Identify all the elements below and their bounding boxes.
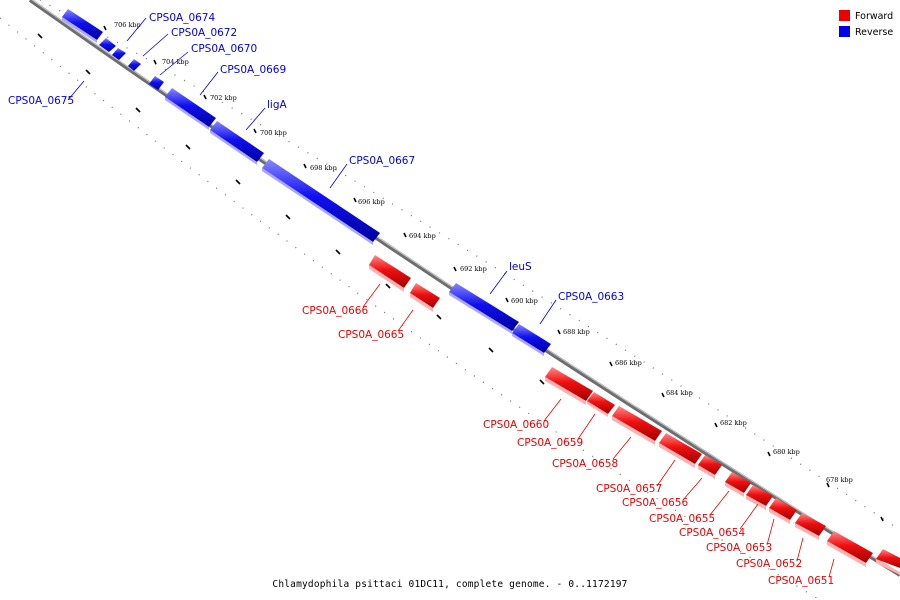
tick-labels: 706 kbp 704 kbp 702 kbp 700 kbp 698 kbp … [114, 21, 853, 484]
gene-label[interactable]: CPS0A_0674 [149, 12, 215, 24]
tick-label: 682 kbp [720, 419, 747, 427]
reverse-leader-lines [67, 17, 557, 325]
gene-block-leus[interactable] [449, 283, 519, 334]
gene-block-cps0a-0670[interactable] [128, 59, 141, 71]
gene-block-cps0a-0659[interactable] [587, 392, 615, 417]
gene-block-cps0a-0654[interactable] [746, 485, 773, 510]
forward-leader-lines [362, 283, 835, 578]
tick-label: 690 kbp [511, 297, 538, 305]
gene-block-cps0a-0660[interactable] [545, 367, 593, 405]
gene-block-cps0a-0653[interactable] [769, 498, 797, 524]
gene-label[interactable]: CPS0A_0670 [191, 43, 257, 55]
tick-label: 696 kbp [358, 198, 385, 206]
gene-block-cps0a-0655[interactable] [725, 472, 751, 497]
gene-block-liga[interactable] [210, 121, 264, 165]
gene-block-cps0a-0674[interactable] [99, 38, 116, 52]
tick-label: 706 kbp [114, 21, 141, 29]
gene-label[interactable]: CPS0A_0654 [679, 527, 745, 539]
reverse-gene-labels: CPS0A_0674 CPS0A_0672 CPS0A_0670 CPS0A_0… [8, 12, 624, 303]
gene-label[interactable]: leuS [509, 261, 532, 273]
gene-label[interactable]: CPS0A_0651 [768, 575, 834, 587]
gene-label[interactable]: CPS0A_0672 [171, 27, 237, 39]
gene-block-cps0a-0666[interactable] [369, 255, 411, 292]
legend: Forward Reverse [839, 10, 893, 38]
gene-block-cps0a-0657[interactable] [659, 433, 702, 468]
tick-label: 700 kbp [260, 129, 287, 137]
gene-label[interactable]: CPS0A_0659 [517, 437, 583, 449]
forward-gene-labels: CPS0A_0666 CPS0A_0665 CPS0A_0660 CPS0A_0… [302, 305, 834, 587]
gene-block-cps0a-0663[interactable] [512, 324, 551, 356]
gene-block-cps0a-0675[interactable] [62, 9, 103, 43]
gene-label[interactable]: ligA [267, 99, 287, 111]
gene-block-cps0a-0658[interactable] [612, 406, 662, 445]
gene-label[interactable]: CPS0A_0669 [220, 64, 286, 76]
gene-block-cps0a-0669[interactable] [149, 76, 164, 90]
gene-block-cps0a-0651[interactable] [827, 531, 873, 567]
gene-block-cps0a-0665[interactable] [410, 283, 440, 312]
gene-block-cps0a-0650[interactable] [876, 549, 900, 575]
gene-label[interactable]: CPS0A_0656 [622, 497, 688, 509]
tick-label: 680 kbp [773, 448, 800, 456]
ruler-ticks [37, 25, 884, 522]
gene-label[interactable]: CPS0A_0653 [706, 542, 772, 554]
gene-label[interactable]: CPS0A_0655 [649, 513, 715, 525]
tick-label: 692 kbp [460, 265, 487, 273]
legend-label-forward: Forward [855, 11, 893, 22]
gene-label[interactable]: CPS0A_0652 [736, 558, 802, 570]
tick-label: 684 kbp [666, 389, 693, 397]
reverse-genes [62, 9, 551, 356]
tick-label: 698 kbp [310, 164, 337, 172]
gene-label[interactable]: CPS0A_0675 [8, 95, 74, 107]
outer-dotted-ruler [39, 0, 900, 531]
legend-label-reverse: Reverse [855, 27, 893, 38]
gene-block-cps0a-0652[interactable] [795, 513, 826, 540]
gene-label[interactable]: CPS0A_0666 [302, 305, 368, 317]
tick-label: 702 kbp [210, 94, 237, 102]
legend-swatch-forward [839, 10, 850, 21]
tick-label: 678 kbp [826, 476, 853, 484]
gene-label[interactable]: CPS0A_0663 [558, 291, 624, 303]
gene-block-cps0a-0668[interactable] [165, 88, 216, 130]
map-caption: Chlamydophila psittaci 01DC11, complete … [272, 579, 627, 590]
gene-block-cps0a-0672[interactable] [112, 48, 126, 60]
gene-label[interactable]: CPS0A_0658 [552, 458, 618, 470]
gene-label[interactable]: CPS0A_0657 [596, 483, 662, 495]
gene-label[interactable]: CPS0A_0667 [349, 155, 415, 167]
tick-label: 688 kbp [563, 328, 590, 336]
gene-block-cps0a-0656[interactable] [698, 455, 722, 479]
gene-block-cps0a-0667[interactable] [262, 159, 380, 245]
legend-swatch-reverse [839, 26, 850, 37]
gene-label[interactable]: CPS0A_0665 [338, 329, 404, 341]
forward-genes [369, 255, 900, 575]
tick-label: 694 kbp [409, 232, 436, 240]
gene-label[interactable]: CPS0A_0660 [483, 419, 549, 431]
tick-label: 686 kbp [615, 359, 642, 367]
